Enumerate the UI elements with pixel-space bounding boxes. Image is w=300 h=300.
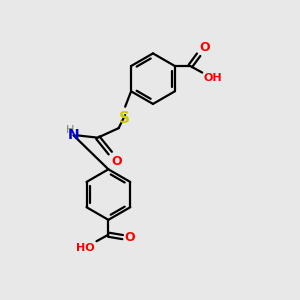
Text: O: O bbox=[112, 155, 122, 168]
Text: O: O bbox=[200, 40, 210, 54]
Text: OH: OH bbox=[204, 73, 222, 83]
Text: S: S bbox=[118, 111, 130, 126]
Text: O: O bbox=[124, 231, 135, 244]
Text: H: H bbox=[66, 125, 74, 135]
Text: HO: HO bbox=[76, 243, 95, 253]
Text: N: N bbox=[68, 128, 79, 142]
